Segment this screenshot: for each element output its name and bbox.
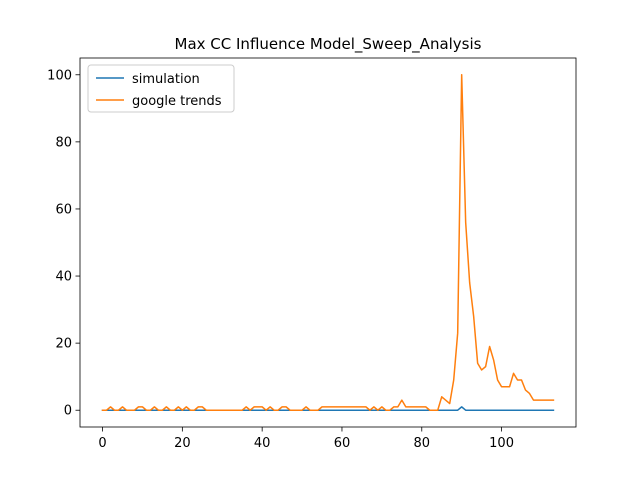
axes-layer: 0 20 40 60 80 100 0 20 40 60 80 100 xyxy=(47,57,577,451)
y-tick-label: 40 xyxy=(55,270,72,285)
chart-title: Max CC Influence Model_Sweep_Analysis xyxy=(175,35,482,54)
series-line-simulation xyxy=(101,406,555,411)
legend-box xyxy=(87,64,235,113)
x-tick-label: 60 xyxy=(334,436,351,451)
legend: simulation google trends xyxy=(87,64,235,113)
y-tick-label: 20 xyxy=(55,337,72,352)
y-tick-label: 0 xyxy=(64,404,72,419)
y-tick-label: 100 xyxy=(47,68,72,83)
plot-frame xyxy=(79,57,577,428)
x-tick-label: 20 xyxy=(174,436,191,451)
series-line-google-trends xyxy=(101,74,555,411)
series-layer xyxy=(101,74,555,411)
x-tick-label: 80 xyxy=(413,436,430,451)
x-tick-label: 40 xyxy=(254,436,271,451)
legend-label: google trends xyxy=(132,94,222,109)
x-tick-label: 100 xyxy=(489,436,514,451)
x-tick-label: 0 xyxy=(98,436,106,451)
y-tick-label: 80 xyxy=(55,135,72,150)
legend-label: simulation xyxy=(132,72,200,87)
y-tick-label: 60 xyxy=(55,202,72,217)
